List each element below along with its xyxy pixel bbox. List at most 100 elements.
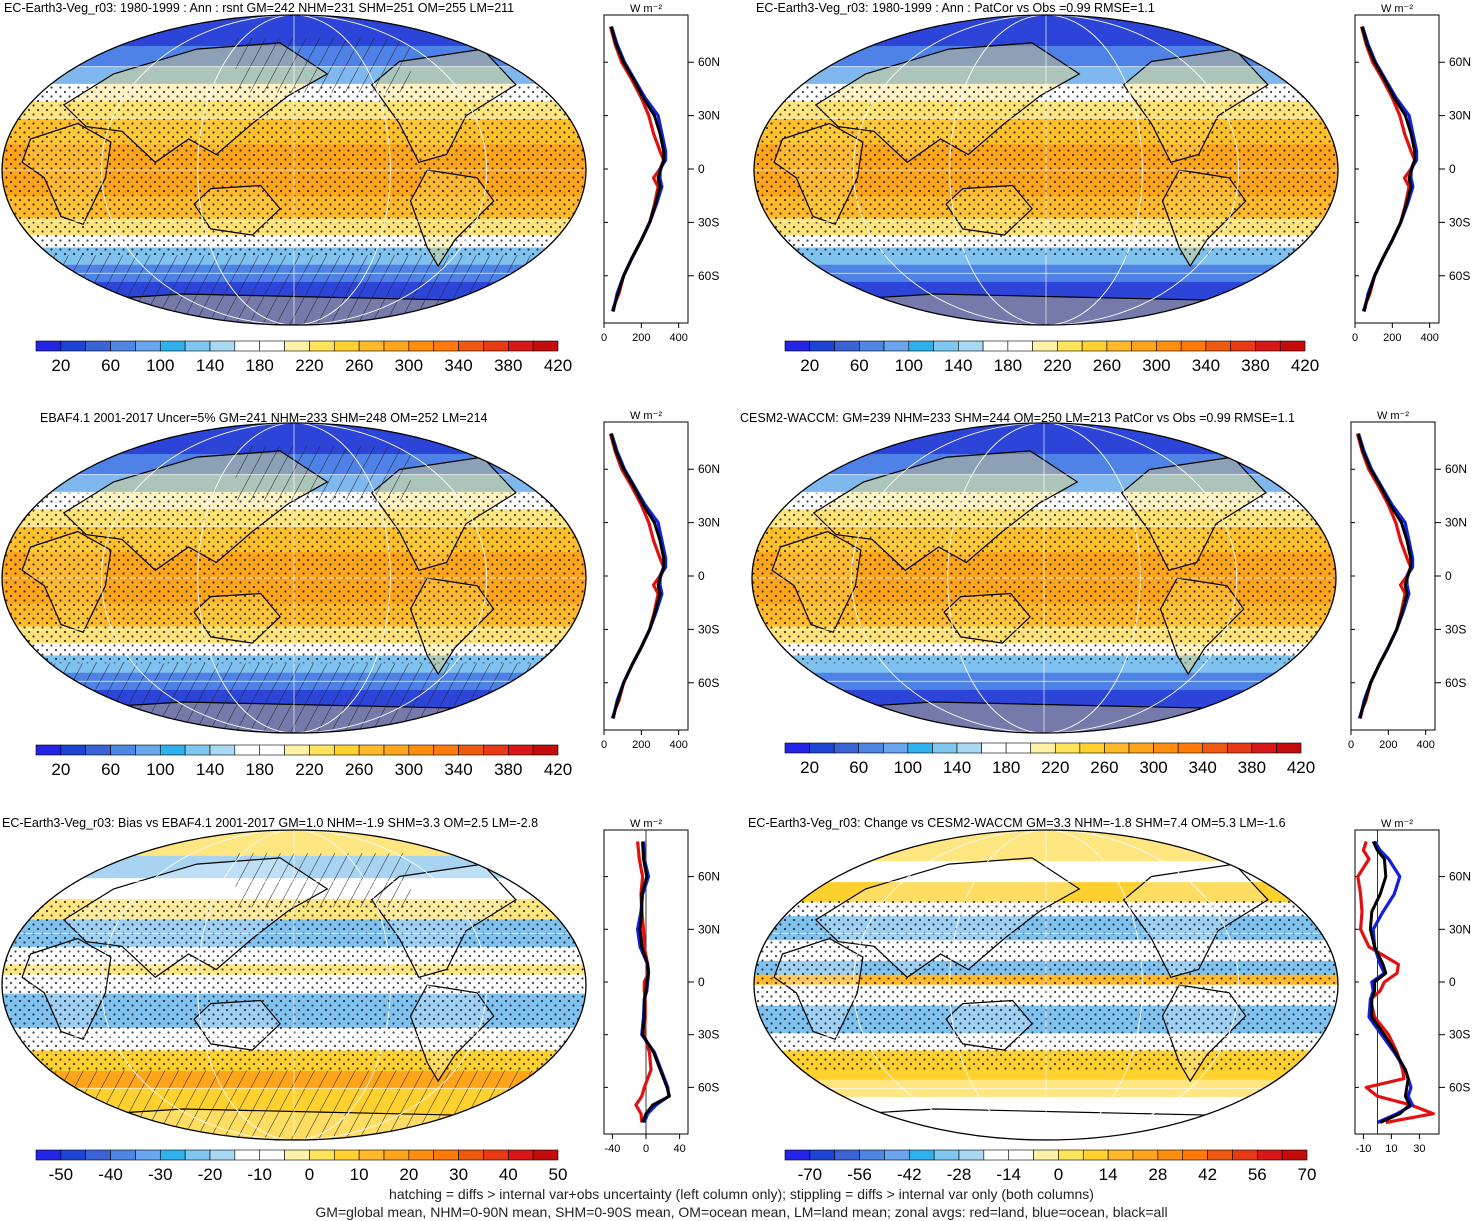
zonal-ytick-label: 30N bbox=[698, 109, 720, 123]
colorbar-label: 60 bbox=[101, 356, 120, 375]
colorbar-cell bbox=[259, 1149, 285, 1161]
colorbar-label: 340 bbox=[444, 356, 472, 375]
graticule-lon bbox=[197, 423, 391, 733]
colorbar-cell bbox=[284, 744, 310, 756]
map-border bbox=[1, 422, 587, 734]
colorbar-cell bbox=[834, 340, 860, 352]
colorbar-label: -14 bbox=[996, 1165, 1021, 1184]
zonal-xtick-label: 0 bbox=[1348, 739, 1354, 751]
colorbar-cell bbox=[1177, 742, 1204, 754]
colorbar-cell bbox=[809, 1149, 836, 1161]
zonal-panel-5: 60N 30N 0 30S 60S -40 0 40 W m⁻² bbox=[603, 818, 720, 1155]
colorbar-cell bbox=[809, 742, 835, 754]
colorbar-cell bbox=[60, 744, 87, 756]
colorbar-cell bbox=[1107, 1149, 1134, 1161]
zonal-xtick-label: 200 bbox=[632, 739, 650, 751]
zonal-ytick-label: 30S bbox=[1445, 622, 1466, 636]
map-border bbox=[751, 422, 1337, 734]
colorbar-cell bbox=[433, 744, 459, 756]
zonal-ytick-label: 30S bbox=[1449, 1028, 1470, 1042]
colorbar-cell bbox=[184, 744, 211, 756]
colorbar-cell bbox=[1058, 1149, 1084, 1161]
colorbar-label: 20 bbox=[800, 356, 819, 375]
zonal-xtick-label: 400 bbox=[1420, 332, 1438, 344]
hatch-overlay-north bbox=[235, 446, 411, 501]
zonal-line-land bbox=[1356, 841, 1436, 1125]
colorbar-cell bbox=[1157, 1149, 1184, 1161]
zonal-unit-label: W m⁻² bbox=[630, 818, 662, 830]
colorbar-label: 340 bbox=[1192, 356, 1220, 375]
colorbar-cell bbox=[884, 1149, 910, 1161]
zonal-panel-6: 60N 30N 0 30S 60S -10 10 30 W m⁻² bbox=[1354, 818, 1471, 1155]
panel-title-5: EC-Earth3-Veg_r03: Bias vs EBAF4.1 2001-… bbox=[2, 816, 538, 830]
colorbar-cell bbox=[309, 1149, 335, 1161]
panel-title-4: CESM2-WACCM: GM=239 NHM=233 SHM=244 OM=2… bbox=[740, 411, 1295, 425]
colorbar-label: 40 bbox=[499, 1165, 518, 1184]
colorbar-cell bbox=[483, 340, 509, 352]
colorbar-cell bbox=[234, 1149, 261, 1161]
graticule-lon bbox=[100, 830, 488, 1140]
colorbar-cell bbox=[1082, 1149, 1109, 1161]
colorbar-cell bbox=[333, 1149, 360, 1161]
zonal-unit-label: W m⁻² bbox=[1381, 3, 1413, 15]
graticule-lon bbox=[197, 15, 391, 325]
zonal-xtick-label: 40 bbox=[673, 1143, 685, 1155]
colorbar-cell bbox=[85, 1149, 111, 1161]
colorbar-cell bbox=[1007, 340, 1033, 352]
colorbar-label: 60 bbox=[850, 356, 869, 375]
zonal-xtick-label: 30 bbox=[1413, 1143, 1425, 1155]
colorbar-cell bbox=[358, 340, 385, 352]
map-panel-5 bbox=[1, 829, 587, 1141]
zonal-ytick-label: 30N bbox=[698, 922, 720, 936]
colorbar-label: 300 bbox=[1142, 356, 1170, 375]
zonal-ytick-label: 0 bbox=[1449, 162, 1456, 176]
map-body bbox=[754, 830, 1338, 1140]
colorbar-cell bbox=[932, 742, 958, 754]
colorbar-cell bbox=[184, 340, 211, 352]
map-panel-1 bbox=[1, 14, 587, 326]
colorbar-cell bbox=[60, 1149, 87, 1161]
zonal-ytick-label: 60N bbox=[1449, 870, 1471, 884]
colorbar-cell bbox=[1008, 1149, 1034, 1161]
zonal-frame bbox=[1354, 14, 1440, 324]
graticule-lon bbox=[852, 15, 1240, 325]
colorbar-cell bbox=[532, 744, 559, 756]
colorbar-label: -10 bbox=[247, 1165, 272, 1184]
zonal-panel-3: 60N 30N 0 30S 60S 0 200 400 W m⁻² bbox=[601, 410, 720, 751]
zonal-xtick-label: 400 bbox=[669, 739, 687, 751]
graticule-lon bbox=[100, 423, 488, 733]
graticule-lon bbox=[949, 830, 1143, 1140]
colorbar-label: 20 bbox=[51, 760, 70, 779]
zonal-panel-4: 60N 30N 0 30S 60S 0 200 400 W m⁻² bbox=[1348, 410, 1467, 751]
zonal-ytick-label: 0 bbox=[698, 975, 705, 989]
colorbar-cell bbox=[309, 744, 335, 756]
zonal-ytick-label: 60S bbox=[1449, 1080, 1470, 1094]
colorbar-label: 340 bbox=[1189, 758, 1217, 777]
colorbar-cell bbox=[1202, 742, 1228, 754]
map-panel-6 bbox=[753, 829, 1339, 1141]
colorbar-label: 220 bbox=[1043, 356, 1071, 375]
zonal-frame bbox=[603, 14, 689, 324]
zonal-ytick-label: 60N bbox=[1445, 462, 1467, 476]
colorbar-cell bbox=[35, 744, 62, 756]
colorbar-cell bbox=[1205, 340, 1232, 352]
colorbar-cell bbox=[383, 744, 410, 756]
colorbar-cell bbox=[1256, 1149, 1283, 1161]
colorbar-label: 380 bbox=[494, 760, 522, 779]
colorbar-cell bbox=[209, 340, 236, 352]
colorbar-cell bbox=[982, 340, 1009, 352]
colorbar-cell bbox=[458, 1149, 484, 1161]
zonal-ytick-label: 0 bbox=[698, 569, 705, 583]
map-border bbox=[753, 829, 1339, 1141]
map-panel-2 bbox=[753, 14, 1339, 326]
colorbar-label: 260 bbox=[345, 356, 373, 375]
map-body bbox=[2, 15, 586, 325]
colorbar-cell bbox=[1131, 340, 1157, 352]
colorbar-cell bbox=[908, 340, 934, 352]
colorbar-label: 180 bbox=[246, 760, 274, 779]
colorbar-label: 100 bbox=[894, 758, 922, 777]
zonal-line-all bbox=[609, 433, 666, 719]
colorbar-3: 20 60 100 140 180 220 260 300 340 380 420 bbox=[35, 744, 572, 779]
map-body bbox=[2, 830, 586, 1140]
zonal-ytick-label: 0 bbox=[1449, 975, 1456, 989]
